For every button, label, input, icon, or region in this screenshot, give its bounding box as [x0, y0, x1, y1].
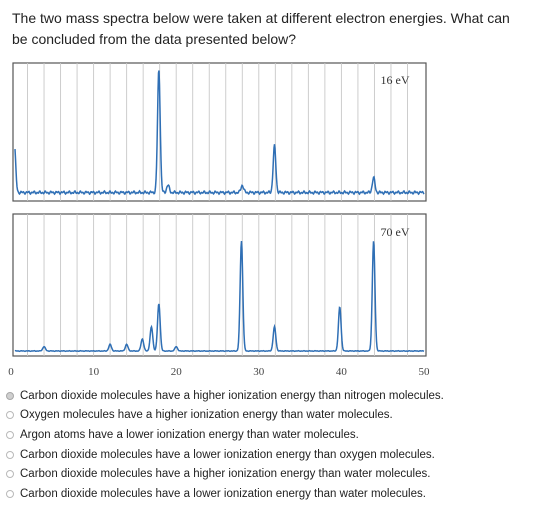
answer-option[interactable]: Argon atoms have a lower ionization ener… [4, 425, 529, 445]
mass-spectra-figure: 16 eV 70 eV 0 10 20 30 40 50 [0, 56, 533, 386]
x-tick-label: 40 [336, 366, 348, 378]
x-tick-label: 0 [8, 366, 14, 378]
answer-option[interactable]: Carbon dioxide molecules have a higher i… [4, 464, 529, 484]
answer-option-label: Oxygen molecules have a higher ionizatio… [20, 409, 393, 422]
answer-option-label: Carbon dioxide molecules have a higher i… [20, 468, 431, 481]
radio-button[interactable] [6, 430, 14, 439]
spectrum-panel: 16 eV [12, 62, 427, 202]
radio-button[interactable] [6, 489, 14, 498]
answer-options: Carbon dioxide molecules have a higher i… [4, 386, 529, 504]
panel-frame [12, 213, 427, 357]
panel-frame [12, 62, 427, 202]
answer-option[interactable]: Carbon dioxide molecules have a lower io… [4, 484, 529, 504]
radio-button[interactable] [6, 391, 14, 400]
answer-option-label: Argon atoms have a lower ionization ener… [20, 428, 359, 441]
answer-option[interactable]: Carbon dioxide molecules have a higher i… [4, 386, 529, 406]
answer-option-label: Carbon dioxide molecules have a higher i… [20, 389, 444, 402]
radio-button[interactable] [6, 411, 14, 420]
mass-spectra-chart: 16 eV 70 eV 0 10 20 30 40 50 [8, 62, 431, 378]
x-tick-label: 50 [419, 366, 431, 378]
energy-label: 70 eV [381, 225, 410, 239]
radio-button[interactable] [6, 450, 14, 459]
answer-option[interactable]: Oxygen molecules have a higher ionizatio… [4, 406, 529, 426]
x-tick-label: 10 [88, 366, 100, 378]
x-tick-label: 20 [171, 366, 183, 378]
spectrum-line [14, 241, 425, 353]
spectrum-line [14, 70, 425, 196]
energy-label: 16 eV [381, 73, 410, 87]
question-text: The two mass spectra below were taken at… [12, 10, 510, 47]
spectrum-panel: 70 eV [12, 213, 427, 357]
x-tick-label: 30 [253, 366, 265, 378]
answer-option-label: Carbon dioxide molecules have a lower io… [20, 487, 426, 500]
answer-option[interactable]: Carbon dioxide molecules have a lower io… [4, 445, 529, 465]
answer-option-label: Carbon dioxide molecules have a lower io… [20, 448, 435, 461]
radio-button[interactable] [6, 470, 14, 479]
